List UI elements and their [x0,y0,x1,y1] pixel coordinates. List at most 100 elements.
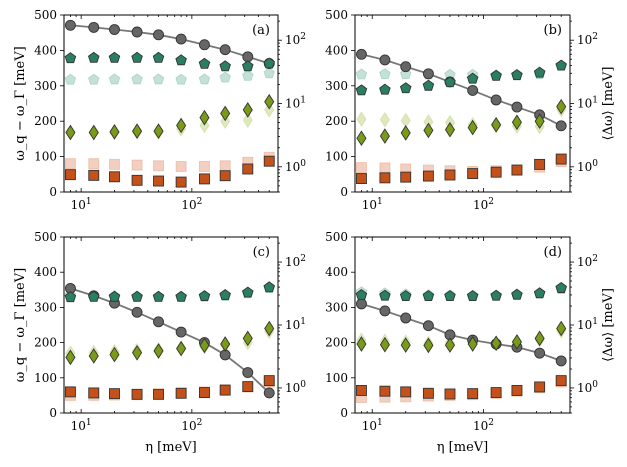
y-right-tick-label: 101 [577,317,598,332]
data-point [175,73,187,85]
y-left-tick-label: 400 [325,43,348,57]
data-point [153,175,164,187]
data-point [356,173,367,184]
y-left-tick-label: 500 [325,230,348,244]
panel-label: (c) [253,245,270,260]
panel-label: (d) [544,245,562,260]
data-point [175,176,187,188]
data-point [242,60,254,72]
data-point [422,320,434,332]
data-point [356,48,367,60]
data-point [219,71,231,83]
data-point [534,113,545,130]
x-tick-label: 102 [473,197,494,212]
y-left-tick-label: 200 [325,114,348,128]
data-point [199,337,210,354]
y-axis-label: ω_q − ω_Γ [meV] [13,268,28,382]
data-point [356,385,367,396]
data-point [400,171,412,183]
data-point [64,158,76,170]
data-point [555,120,567,132]
data-point [555,355,567,367]
data-point [491,335,502,352]
data-point [131,26,143,38]
data-point [153,123,164,139]
x-tick-label: 102 [181,197,202,212]
data-point [242,102,253,118]
data-point [220,336,231,352]
data-point [466,72,479,84]
data-point [556,98,567,115]
data-point [534,158,546,170]
data-point [356,298,367,310]
data-point [175,387,187,399]
data-point [88,51,100,63]
data-point [511,101,523,113]
data-point [131,290,143,302]
data-point [534,330,545,347]
data-point [490,289,502,301]
y-right-tick-label: 101 [285,317,306,332]
series-line [361,303,562,362]
panel-label: (a) [252,23,270,38]
series-orange-squares [356,375,567,400]
data-point [511,385,523,396]
data-point [153,160,164,172]
data-point [176,340,187,357]
series-green-pentagons [64,51,275,72]
x-tick-label: 101 [362,418,383,433]
data-point [355,68,368,80]
data-point [88,348,99,364]
data-point [422,68,434,80]
data-point [242,367,254,378]
data-point [422,79,435,91]
data-point [88,387,100,399]
series-light-green-pentagons [64,67,275,85]
x-tick-label: 101 [362,197,383,212]
y-left-tick-label: 0 [340,406,348,420]
y-right-tick-label: 102 [577,254,598,269]
data-point [220,105,231,122]
y-left-tick-label: 100 [325,371,348,385]
data-point [199,173,210,185]
data-point [400,337,411,353]
data-point [198,290,211,302]
data-point [511,334,522,350]
data-point [490,387,502,399]
data-point [379,289,391,301]
series-green-pentagons [355,281,567,302]
series-green-pentagons [64,281,275,303]
panel-b: 101 102 0 100 200 300 400 500 100 101 102 ⟨Δω⟩ [meV… [325,8,616,212]
data-point [379,128,390,144]
data-point [467,336,478,352]
panel-a: 101 102 0 100 200 300 400 500 100 101 102 ω_q − ω_Γ… [13,8,306,212]
data-point [511,114,522,131]
x-axis-label: η [meV] [145,440,196,455]
data-point [175,326,187,338]
data-point [467,119,478,136]
data-point [88,73,100,85]
data-point [399,290,412,302]
data-point [379,385,391,397]
data-point [152,51,165,63]
series-orange-squares [356,153,567,184]
data-point [423,337,434,354]
y-left-tick-label: 100 [34,150,57,164]
y-left-tick-label: 0 [49,185,57,199]
data-point [511,164,523,176]
y-left-tick-label: 100 [34,371,57,385]
data-point [491,116,502,133]
y-left-tick-label: 200 [34,336,57,350]
data-point [263,57,275,69]
data-point [153,388,164,400]
x-tick-label: 101 [71,418,92,433]
data-point [109,158,120,170]
x-axis-label: η [meV] [437,440,488,455]
data-point [219,170,231,182]
data-point [444,121,456,138]
data-point [379,83,391,95]
data-point [533,66,546,78]
data-point [490,166,502,178]
data-point [355,289,368,300]
data-point [422,387,434,399]
